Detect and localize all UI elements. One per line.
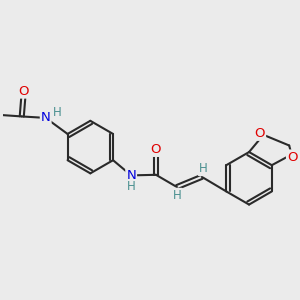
Text: H: H [173,189,182,202]
Text: H: H [199,162,208,175]
Text: H: H [128,180,136,193]
Text: N: N [41,111,51,124]
Text: O: O [255,127,265,140]
Text: H: H [52,106,61,119]
Text: O: O [287,151,298,164]
Text: N: N [126,169,136,182]
Text: O: O [18,85,28,98]
Text: O: O [151,143,161,156]
